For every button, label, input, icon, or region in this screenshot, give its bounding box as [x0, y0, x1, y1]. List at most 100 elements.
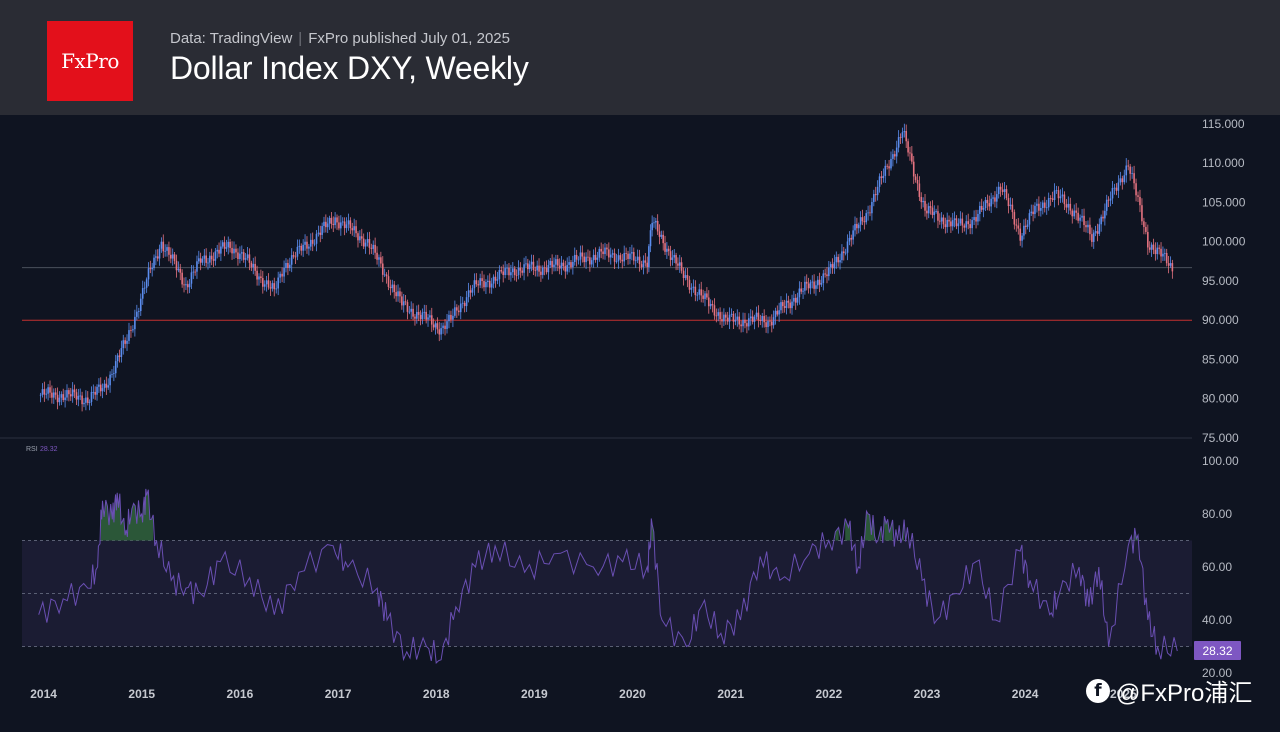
candle-body	[1162, 253, 1164, 257]
candle-body	[969, 224, 971, 229]
time-tick-label: 2018	[423, 687, 450, 701]
candle-body	[467, 290, 470, 298]
candle-body	[573, 254, 576, 262]
candle-body	[833, 262, 836, 269]
candle-body	[132, 329, 134, 331]
rsi-line-group	[38, 488, 1178, 664]
candle-body	[332, 223, 335, 225]
candle-body	[1165, 252, 1168, 264]
candle-body	[288, 264, 291, 268]
candle-body	[475, 280, 478, 285]
candle-body	[841, 251, 843, 261]
candle-body	[170, 254, 172, 259]
candle-body	[763, 316, 765, 323]
candle-body	[227, 241, 230, 248]
candle-body	[86, 397, 89, 403]
candle-body	[963, 225, 966, 228]
candle-body	[315, 233, 318, 244]
candle-body	[368, 239, 371, 248]
rsi-tick-label: 20.00	[1202, 666, 1232, 680]
candles-group	[39, 123, 1174, 412]
candle-body	[1089, 224, 1091, 235]
candle-body	[715, 315, 718, 317]
candle-body	[446, 321, 448, 329]
price-tick-label: 105.000	[1202, 195, 1246, 209]
candle-body	[957, 223, 960, 227]
candle-body	[653, 222, 655, 224]
rsi-band-group	[22, 540, 1192, 647]
candle-body	[49, 387, 51, 393]
candle-body	[656, 220, 659, 232]
candle-body	[244, 258, 247, 260]
candle-body	[79, 395, 82, 397]
candle-body	[856, 223, 858, 229]
candle-body	[126, 340, 128, 344]
candle-body	[924, 200, 926, 211]
candle-body	[355, 226, 357, 234]
candle-body	[269, 287, 272, 289]
candle-body	[51, 392, 53, 398]
candle-body	[950, 221, 952, 227]
candle-body	[66, 390, 68, 398]
candle-body	[937, 211, 939, 221]
rsi-axis: 20.00 40.00 60.00 80.00 100.00	[1202, 454, 1239, 680]
candle-body	[619, 255, 622, 260]
candle-body	[724, 314, 727, 318]
candle-body	[235, 248, 237, 253]
chart-area: 75.000 80.000 85.000 90.000 95.000 100.000 105…	[0, 117, 1246, 701]
price-tick-label: 115.000	[1202, 117, 1245, 131]
candle-body	[549, 261, 552, 266]
candle-body	[1147, 231, 1149, 248]
candle-body	[185, 284, 187, 286]
candle-body	[130, 330, 132, 331]
candle-body	[362, 238, 365, 247]
candle-body	[101, 388, 104, 392]
candle-body	[496, 279, 499, 281]
candle-body	[160, 241, 163, 249]
candle-body	[940, 217, 943, 222]
candle-body	[521, 270, 524, 273]
candle-body	[755, 312, 758, 317]
candle-body	[892, 154, 894, 159]
candle-body	[263, 284, 266, 287]
candle-body	[846, 241, 849, 253]
candle-body	[1119, 178, 1122, 183]
candle-body	[996, 194, 998, 202]
candle-body	[1019, 228, 1022, 241]
candle-body	[417, 311, 420, 315]
candle-body	[378, 257, 380, 260]
candle-body	[383, 274, 386, 276]
candle-body	[1164, 252, 1166, 254]
candle-body	[536, 265, 538, 271]
candle-body	[456, 307, 458, 311]
candle-body	[1085, 225, 1087, 228]
candle-body	[680, 262, 683, 271]
candle-body	[1013, 212, 1016, 225]
header-bar: FxPro Data: TradingView | FxPro published …	[0, 0, 1280, 115]
candle-body	[338, 222, 340, 229]
candle-body	[711, 304, 714, 306]
time-tick-label: 2021	[717, 687, 744, 701]
candle-body	[726, 317, 729, 322]
candle-body	[1143, 221, 1145, 227]
candle-body	[483, 281, 485, 288]
candle-body	[682, 270, 685, 278]
candle-body	[589, 257, 591, 265]
candle-body	[706, 293, 708, 298]
candle-body	[999, 186, 1002, 190]
candle-body	[704, 293, 706, 299]
candle-body	[748, 318, 750, 327]
candle-body	[869, 212, 871, 214]
time-axis: 2014 2015 2016 2017 2018 2019 2020 2021 2022 2023…	[30, 687, 1137, 701]
source-line: Data: TradingView | FxPro published July 0…	[170, 30, 510, 47]
candle-body	[1043, 202, 1046, 208]
candle-body	[1083, 215, 1085, 226]
candle-body	[587, 256, 589, 258]
candle-body	[1113, 187, 1116, 189]
candle-body	[920, 196, 923, 203]
candle-body	[173, 254, 176, 261]
candle-body	[341, 221, 344, 223]
candle-body	[90, 391, 93, 402]
candle-body	[787, 300, 790, 303]
candle-body	[738, 316, 741, 325]
